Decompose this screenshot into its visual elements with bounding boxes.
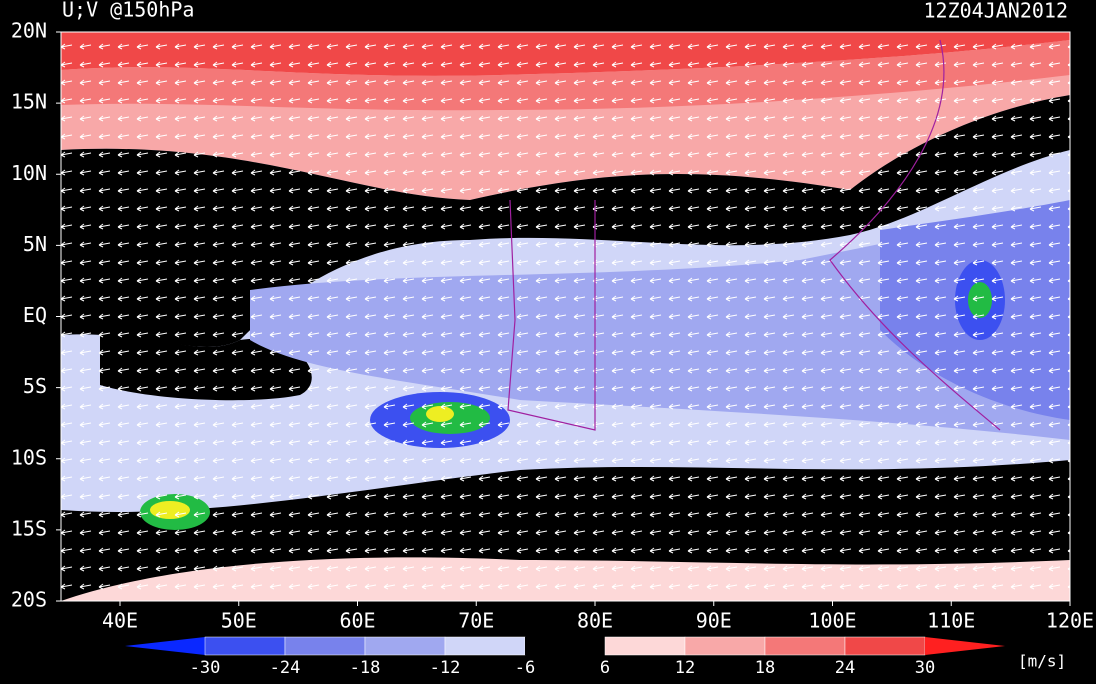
lat-label: 5S [23, 374, 47, 398]
lon-label: 80E [577, 609, 613, 633]
colorbar-swatch [844, 636, 926, 656]
colorbar-arrow [925, 637, 1005, 655]
colorbar-label: 12 [675, 658, 695, 678]
lat-label: 20S [11, 588, 47, 612]
map-title: U;V @150hPa [62, 0, 194, 22]
colorbar-label: -6 [515, 658, 535, 678]
map-time: 12Z04JAN2012 [924, 0, 1069, 23]
colorbar-swatch [204, 636, 286, 656]
lon-label: 90E [696, 609, 732, 633]
colorbar-label: 30 [915, 658, 935, 678]
colorbar-label: 24 [835, 658, 855, 678]
colorbar-label: 6 [600, 658, 610, 678]
lon-label: 50E [221, 609, 257, 633]
lat-label: 15N [11, 90, 47, 114]
lat-label: EQ [23, 303, 47, 327]
lat-label: 20N [11, 19, 47, 43]
lat-label: 10N [11, 161, 47, 185]
lon-label: 70E [458, 609, 494, 633]
colorbar-swatch [444, 636, 526, 656]
colorbar-label: -12 [430, 658, 461, 678]
colorbar-swatch [604, 636, 686, 656]
colorbar-swatch [684, 636, 766, 656]
colorbar-label: -24 [270, 658, 301, 678]
colorbar-swatch [364, 636, 446, 656]
colorbar-unit: [m/s] [1018, 652, 1066, 671]
lon-label: 120E [1046, 609, 1094, 633]
colorbar-swatch [764, 636, 846, 656]
colorbar-label: -18 [350, 658, 381, 678]
colorbar-label: -30 [190, 658, 221, 678]
lon-label: 40E [102, 609, 138, 633]
colorbar-swatch [525, 637, 605, 655]
lat-label: 5N [23, 232, 47, 256]
map-field [61, 32, 1070, 601]
lat-label: 10S [11, 445, 47, 469]
lat-label: 15S [11, 516, 47, 540]
colorbar-swatch [284, 636, 366, 656]
lon-label: 100E [808, 609, 856, 633]
colorbar-label: 18 [755, 658, 775, 678]
lon-label: 110E [927, 609, 975, 633]
lon-label: 60E [339, 609, 375, 633]
colorbar-arrow [125, 637, 205, 655]
